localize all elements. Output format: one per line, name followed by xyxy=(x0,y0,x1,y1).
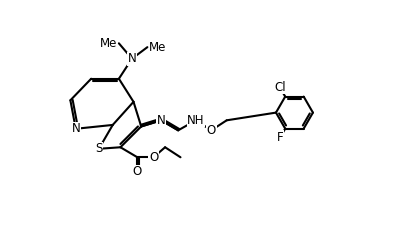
Text: NH: NH xyxy=(187,114,205,127)
Text: O: O xyxy=(133,165,142,178)
Text: N: N xyxy=(157,114,166,127)
Text: N: N xyxy=(157,114,166,127)
Text: Me: Me xyxy=(149,41,166,54)
Text: Cl: Cl xyxy=(274,81,286,94)
Text: N: N xyxy=(128,52,136,65)
Text: N: N xyxy=(71,122,80,135)
Text: F: F xyxy=(277,131,284,144)
Text: O: O xyxy=(149,151,158,164)
Text: Me: Me xyxy=(100,37,117,50)
Text: S: S xyxy=(95,142,103,155)
Text: O: O xyxy=(207,124,216,137)
